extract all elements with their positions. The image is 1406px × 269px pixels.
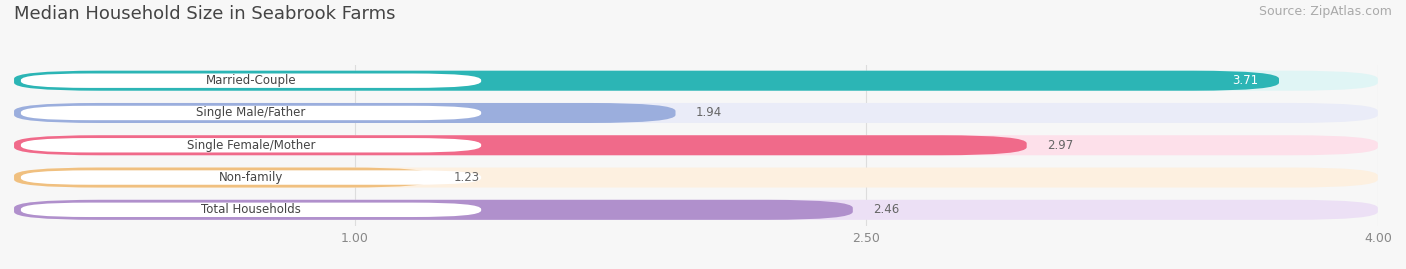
FancyBboxPatch shape — [14, 71, 1378, 91]
FancyBboxPatch shape — [21, 73, 481, 88]
Text: 1.94: 1.94 — [696, 107, 723, 119]
Text: 2.46: 2.46 — [873, 203, 900, 216]
Text: Married-Couple: Married-Couple — [205, 74, 297, 87]
FancyBboxPatch shape — [14, 71, 1279, 91]
Text: Single Female/Mother: Single Female/Mother — [187, 139, 315, 152]
FancyBboxPatch shape — [14, 168, 1378, 187]
Text: Non-family: Non-family — [219, 171, 283, 184]
FancyBboxPatch shape — [14, 103, 675, 123]
Text: 3.71: 3.71 — [1233, 74, 1258, 87]
FancyBboxPatch shape — [14, 103, 1378, 123]
Text: Total Households: Total Households — [201, 203, 301, 216]
FancyBboxPatch shape — [14, 168, 433, 187]
FancyBboxPatch shape — [21, 106, 481, 120]
Text: 2.97: 2.97 — [1047, 139, 1073, 152]
Text: Median Household Size in Seabrook Farms: Median Household Size in Seabrook Farms — [14, 5, 395, 23]
FancyBboxPatch shape — [14, 135, 1026, 155]
FancyBboxPatch shape — [21, 203, 481, 217]
Text: Single Male/Father: Single Male/Father — [197, 107, 305, 119]
Text: Source: ZipAtlas.com: Source: ZipAtlas.com — [1258, 5, 1392, 18]
FancyBboxPatch shape — [21, 170, 481, 185]
FancyBboxPatch shape — [14, 200, 1378, 220]
FancyBboxPatch shape — [14, 135, 1378, 155]
FancyBboxPatch shape — [21, 138, 481, 153]
Text: 1.23: 1.23 — [454, 171, 479, 184]
FancyBboxPatch shape — [14, 200, 853, 220]
